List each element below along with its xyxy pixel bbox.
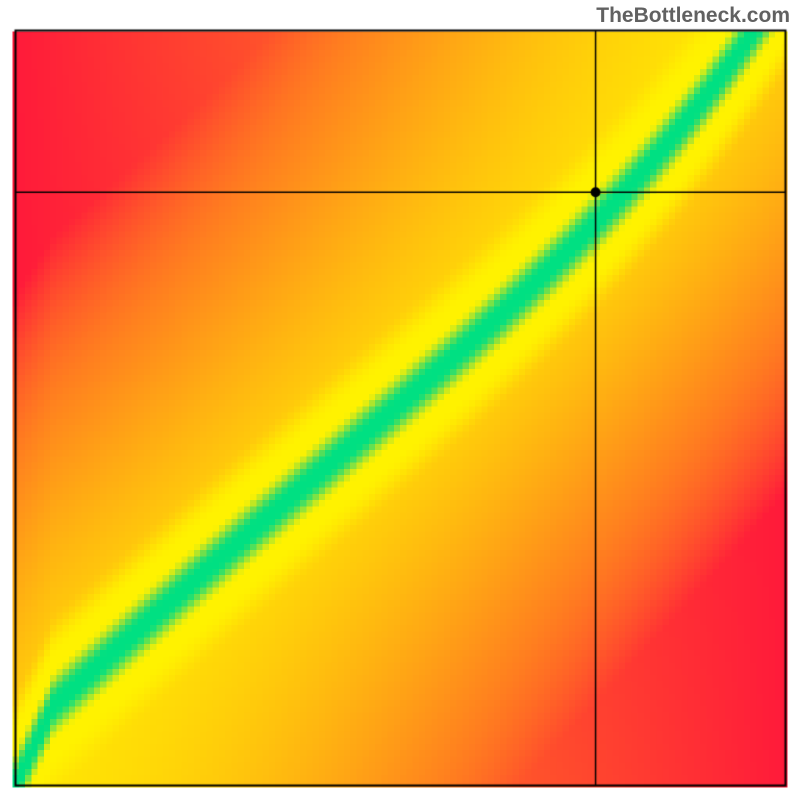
bottleneck-heatmap: [0, 0, 800, 800]
chart-container: TheBottleneck.com: [0, 0, 800, 800]
